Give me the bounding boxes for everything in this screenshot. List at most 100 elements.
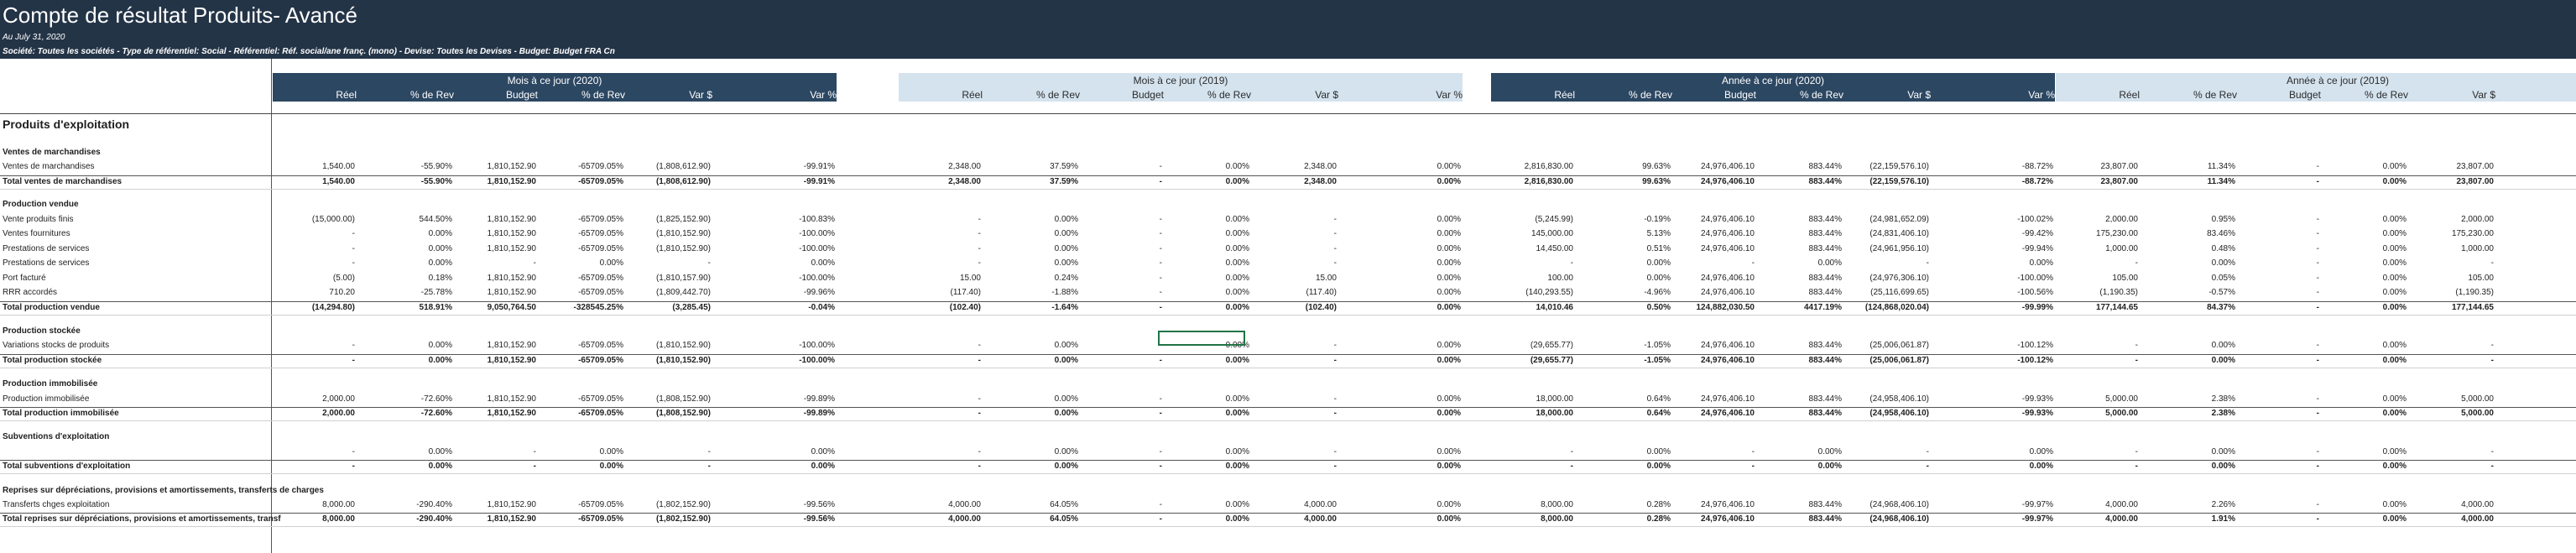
- value-cell[interactable]: 0.00%: [1225, 288, 1249, 297]
- value-cell[interactable]: -100.12%: [2017, 341, 2053, 350]
- value-cell[interactable]: 2,816,830.00: [1524, 162, 1573, 171]
- value-cell[interactable]: 0.00%: [1225, 500, 1249, 509]
- total-value-cell[interactable]: -: [707, 462, 711, 471]
- value-cell[interactable]: 37.59%: [1050, 162, 1078, 171]
- total-value-cell[interactable]: 0.00%: [2527, 303, 2576, 312]
- value-cell[interactable]: (15,000.00): [311, 215, 355, 224]
- value-cell[interactable]: -0.19%: [1644, 215, 1671, 224]
- value-cell[interactable]: -290.40%: [416, 500, 452, 509]
- total-value-cell[interactable]: -100.12%: [2017, 356, 2053, 365]
- value-cell[interactable]: 0.00%: [1437, 162, 1461, 171]
- value-cell[interactable]: 0.05%: [2211, 274, 2235, 283]
- value-cell[interactable]: -99.93%: [2021, 394, 2053, 404]
- value-cell[interactable]: -65709.05%: [578, 274, 623, 283]
- value-cell[interactable]: -: [352, 244, 355, 253]
- total-value-cell[interactable]: -: [1333, 356, 1337, 365]
- value-cell[interactable]: -: [2490, 258, 2494, 268]
- value-cell[interactable]: -: [1333, 394, 1337, 404]
- total-value-cell[interactable]: 0.00%: [1225, 462, 1249, 471]
- value-cell[interactable]: (1,810,157.90): [655, 274, 711, 283]
- value-cell[interactable]: -: [2135, 258, 2138, 268]
- value-cell[interactable]: 0.00%: [2527, 500, 2576, 509]
- value-cell[interactable]: 0.00%: [1054, 394, 1078, 404]
- value-cell[interactable]: -99.96%: [803, 288, 835, 297]
- total-value-cell[interactable]: 4,000.00: [1304, 514, 1337, 524]
- total-value-cell[interactable]: 2,348.00: [948, 177, 981, 186]
- value-cell[interactable]: 0.00%: [599, 447, 623, 456]
- value-cell[interactable]: 0.00%: [811, 258, 835, 268]
- value-cell[interactable]: 0.48%: [2211, 244, 2235, 253]
- total-value-cell[interactable]: 0.00%: [2382, 356, 2407, 365]
- value-cell[interactable]: 14,450.00: [1536, 244, 1574, 253]
- value-cell[interactable]: 8,000.00: [322, 500, 355, 509]
- value-cell[interactable]: 0.00%: [2029, 258, 2053, 268]
- value-cell[interactable]: (1,190.35): [2099, 288, 2138, 297]
- total-value-cell[interactable]: 5,000.00: [2461, 409, 2494, 418]
- total-value-cell[interactable]: 0.00%: [1225, 177, 1249, 186]
- total-value-cell[interactable]: 0.00%: [2382, 462, 2407, 471]
- value-cell[interactable]: 0.00%: [1437, 229, 1461, 238]
- total-value-cell[interactable]: -: [1159, 356, 1162, 365]
- total-value-cell[interactable]: 4,000.00: [948, 514, 981, 524]
- value-cell[interactable]: -0.57%: [2208, 288, 2235, 297]
- total-value-cell[interactable]: -: [1159, 409, 1162, 418]
- total-value-cell[interactable]: 124,882,030.50: [1696, 303, 1755, 312]
- value-cell[interactable]: -100.00%: [2017, 274, 2053, 283]
- total-value-cell[interactable]: 9,050,764.50: [487, 303, 536, 312]
- total-value-cell[interactable]: 4,000.00: [2105, 514, 2138, 524]
- total-value-cell[interactable]: -: [2316, 177, 2319, 186]
- value-cell[interactable]: -: [2316, 341, 2319, 350]
- value-cell[interactable]: 5,000.00: [2105, 394, 2138, 404]
- value-cell[interactable]: 145,000.00: [1530, 229, 1573, 238]
- value-cell[interactable]: 0.00%: [1437, 215, 1461, 224]
- total-value-cell[interactable]: 2,348.00: [1304, 177, 1337, 186]
- value-cell[interactable]: 24,976,406.10: [1701, 288, 1755, 297]
- value-cell[interactable]: 0.00%: [1646, 274, 1671, 283]
- value-cell[interactable]: -: [1159, 215, 1162, 224]
- total-value-cell[interactable]: (102.40): [949, 303, 981, 312]
- total-value-cell[interactable]: 11.34%: [2207, 177, 2235, 186]
- value-cell[interactable]: 0.64%: [1646, 394, 1671, 404]
- total-value-cell[interactable]: -55.90%: [420, 177, 452, 186]
- value-cell[interactable]: 0.00%: [2211, 447, 2235, 456]
- value-cell[interactable]: 0.00%: [811, 447, 835, 456]
- value-cell[interactable]: 0.00%: [1225, 215, 1249, 224]
- value-cell[interactable]: 2,348.00: [1304, 162, 1337, 171]
- value-cell[interactable]: 883.44%: [1808, 341, 1842, 350]
- total-value-cell[interactable]: (1,810,152.90): [655, 356, 711, 365]
- total-value-cell[interactable]: 1,810,152.90: [487, 356, 536, 365]
- total-value-cell[interactable]: 0.00%: [1437, 462, 1461, 471]
- value-cell[interactable]: -65709.05%: [578, 229, 623, 238]
- total-value-cell[interactable]: 99.63%: [1642, 177, 1671, 186]
- value-cell[interactable]: 883.44%: [1808, 162, 1842, 171]
- total-value-cell[interactable]: 0.00%: [2527, 514, 2576, 524]
- total-value-cell[interactable]: 0.00%: [2527, 356, 2576, 365]
- value-cell[interactable]: 24,976,406.10: [1701, 394, 1755, 404]
- total-value-cell[interactable]: 2,816,830.00: [1524, 177, 1573, 186]
- value-cell[interactable]: 0.00%: [2382, 274, 2407, 283]
- total-value-cell[interactable]: 1,810,152.90: [487, 514, 536, 524]
- total-value-cell[interactable]: -99.89%: [803, 409, 835, 418]
- value-cell[interactable]: -: [1159, 274, 1162, 283]
- total-value-cell[interactable]: 0.00%: [428, 462, 452, 471]
- value-cell[interactable]: -65709.05%: [578, 244, 623, 253]
- total-value-cell[interactable]: 518.91%: [419, 303, 452, 312]
- total-value-cell[interactable]: 24,976,406.10: [1701, 514, 1755, 524]
- total-value-cell[interactable]: 1.91%: [2211, 514, 2235, 524]
- value-cell[interactable]: 2,000.00: [2461, 215, 2494, 224]
- total-value-cell[interactable]: -65709.05%: [578, 514, 623, 524]
- total-value-cell[interactable]: -: [978, 409, 981, 418]
- total-value-cell[interactable]: (124,868,020.04): [1864, 303, 1929, 312]
- total-value-cell[interactable]: -: [2316, 462, 2319, 471]
- value-cell[interactable]: 0.00%: [2382, 500, 2407, 509]
- value-cell[interactable]: 5.13%: [1646, 229, 1671, 238]
- total-value-cell[interactable]: -: [2490, 356, 2494, 365]
- value-cell[interactable]: 1,810,152.90: [487, 229, 536, 238]
- value-cell[interactable]: 4,000.00: [2105, 500, 2138, 509]
- value-cell[interactable]: 1,810,152.90: [487, 394, 536, 404]
- total-value-cell[interactable]: -: [352, 356, 355, 365]
- total-value-cell[interactable]: 0.00%: [2029, 462, 2053, 471]
- total-value-cell[interactable]: -: [1751, 462, 1755, 471]
- total-value-cell[interactable]: 0.00%: [1437, 177, 1461, 186]
- value-cell[interactable]: 1,810,152.90: [487, 341, 536, 350]
